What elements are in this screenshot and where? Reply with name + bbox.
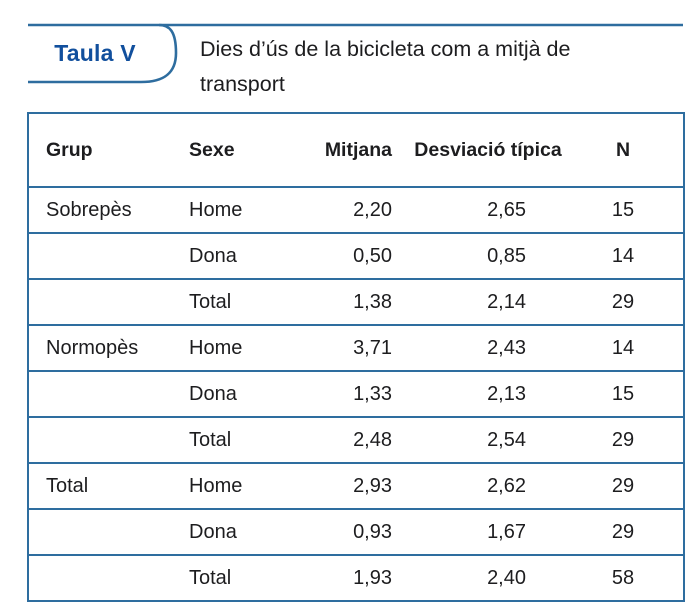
table-caption: Dies d’ús de la bicicleta com a mitjà de…	[200, 32, 630, 102]
table-row: Sobrepès Home 2,20 2,65 15	[28, 187, 684, 233]
table-header: Grup Sexe Mitjana Desviació típica N	[28, 113, 684, 188]
cell-sexe: Home	[186, 324, 308, 371]
column-header-n: N	[563, 113, 684, 188]
cell-grup	[28, 232, 186, 279]
table-row: Dona 1,33 2,13 15	[28, 370, 684, 417]
cell-grup: Sobrepès	[46, 198, 132, 221]
table-row: Total 1,38 2,14 29	[28, 278, 684, 325]
table-number-label: Taula V	[54, 40, 136, 66]
cell-mitjana: 2,93	[308, 462, 413, 509]
cell-sexe: Total	[186, 554, 308, 601]
cell-mitjana: 2,20	[353, 198, 392, 221]
cell-grup	[28, 416, 186, 463]
cell-mitjana: 1,93	[308, 554, 413, 601]
cell-mitjana: 1,38	[308, 278, 413, 325]
cell-sexe: Dona	[186, 232, 308, 279]
table-row: Total 2,48 2,54 29	[28, 416, 684, 463]
cell-desviacio: 0,85	[413, 232, 563, 279]
cell-n: 14	[563, 324, 684, 371]
cell-desviacio: 2,14	[413, 278, 563, 325]
cell-grup	[28, 554, 186, 601]
cell-mitjana: 2,48	[308, 416, 413, 463]
caption-line-2: transport	[200, 72, 285, 96]
cell-mitjana: 0,50	[308, 232, 413, 279]
caption-line-1: Dies d’ús de la bicicleta com a mitjà de	[200, 37, 571, 61]
cell-desviacio: 1,67	[413, 508, 563, 555]
cell-desviacio: 2,54	[413, 416, 563, 463]
table-body: Sobrepès Home 2,20 2,65 15 Dona 0,50 0,8…	[28, 187, 684, 601]
cell-desviacio: 2,40	[413, 554, 563, 601]
cell-sexe: Home	[189, 198, 243, 221]
cell-desviacio: 2,65	[487, 198, 526, 221]
table-row: Dona 0,50 0,85 14	[28, 232, 684, 279]
column-header-desviacio: Desviació típica	[413, 113, 563, 188]
cell-mitjana: 0,93	[308, 508, 413, 555]
cell-n: 29	[563, 508, 684, 555]
cell-desviacio: 2,13	[413, 370, 563, 417]
header-row: Grup Sexe Mitjana Desviació típica N	[28, 113, 684, 188]
cell-grup	[28, 508, 186, 555]
column-header-grup: Grup	[28, 113, 186, 188]
cell-n: 14	[563, 232, 684, 279]
statistics-table: Grup Sexe Mitjana Desviació típica N Sob…	[27, 112, 685, 602]
cell-sexe: Dona	[186, 370, 308, 417]
cell-grup: Total	[28, 462, 186, 509]
cell-sexe: Total	[186, 278, 308, 325]
cell-sexe: Total	[186, 416, 308, 463]
tab-curve-decoration	[28, 23, 683, 84]
table-row: Total Home 2,93 2,62 29	[28, 462, 684, 509]
cell-n: 15	[611, 198, 635, 221]
cell-sexe: Dona	[186, 508, 308, 555]
cell-desviacio: 2,62	[413, 462, 563, 509]
cell-mitjana: 3,71	[308, 324, 413, 371]
column-header-mitjana: Mitjana	[308, 113, 413, 188]
cell-n: 29	[563, 278, 684, 325]
cell-sexe: Home	[186, 462, 308, 509]
cell-n: 29	[563, 462, 684, 509]
cell-n: 29	[563, 416, 684, 463]
cell-mitjana: 1,33	[308, 370, 413, 417]
table-row: Total 1,93 2,40 58	[28, 554, 684, 601]
cell-grup	[28, 278, 186, 325]
table-row: Dona 0,93 1,67 29	[28, 508, 684, 555]
cell-desviacio: 2,43	[413, 324, 563, 371]
cell-n: 15	[563, 370, 684, 417]
column-header-sexe: Sexe	[186, 113, 308, 188]
cell-grup	[28, 370, 186, 417]
table-row: Normopès Home 3,71 2,43 14	[28, 324, 684, 371]
cell-n: 58	[563, 554, 684, 601]
cell-grup: Normopès	[28, 324, 186, 371]
